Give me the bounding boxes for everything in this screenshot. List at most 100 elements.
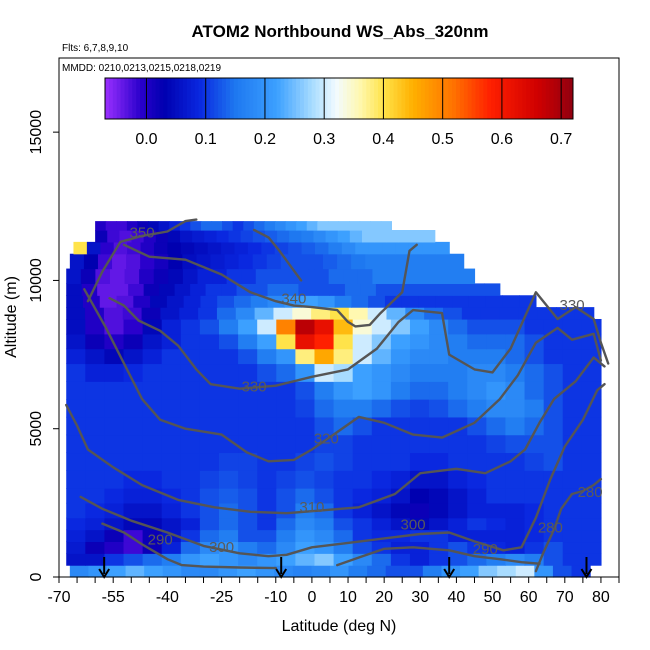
heatmap-cell <box>486 318 507 335</box>
heatmap-cell <box>169 221 181 231</box>
contour-line <box>252 228 303 282</box>
heatmap-cell <box>238 253 254 270</box>
heatmap-cell <box>125 565 145 578</box>
heatmap-cell <box>313 230 327 243</box>
colorbar-segment <box>569 78 574 119</box>
heatmap-cell <box>422 565 443 578</box>
colorbar-segment <box>409 78 414 119</box>
heatmap-cell <box>390 399 411 418</box>
heatmap-cell <box>66 488 86 504</box>
colorbar-segment <box>327 78 332 119</box>
heatmap-cell <box>148 221 160 231</box>
heatmap-cell <box>543 488 564 504</box>
heatmap-cell <box>190 221 202 231</box>
heatmap-cell <box>161 434 182 454</box>
heatmap-cell <box>180 541 201 554</box>
heatmap-cell <box>238 470 258 489</box>
heatmap-cell <box>562 434 583 454</box>
x-tick-label: 80 <box>592 589 610 606</box>
heatmap-cell <box>153 241 168 255</box>
heatmap-cell <box>219 363 239 382</box>
heatmap-cell <box>314 488 335 504</box>
colorbar-segment <box>194 78 200 119</box>
colorbar-segment <box>136 78 141 119</box>
colorbar-segment <box>296 78 301 119</box>
heatmap-cell <box>505 529 526 543</box>
heatmap-cell <box>543 399 564 418</box>
heatmap-cell <box>161 470 182 489</box>
colorbar-segment <box>444 78 449 119</box>
heatmap-cell <box>116 221 128 231</box>
colorbar-segment <box>432 78 437 119</box>
heatmap-cell <box>142 529 163 543</box>
colorbar-segment <box>370 78 375 119</box>
heatmap-cell <box>314 416 335 436</box>
colorbar-segment <box>315 78 320 119</box>
heatmap-cell <box>333 517 354 531</box>
heatmap-cell <box>85 529 106 543</box>
heatmap-cell <box>371 318 392 335</box>
heatmap-cell <box>448 416 468 436</box>
x-axis-label: Latitude (deg N) <box>282 618 397 635</box>
heatmap-cell <box>486 399 507 418</box>
heatmap-cell <box>409 348 430 365</box>
heatmap-cell <box>421 253 437 270</box>
heatmap-cell <box>314 452 335 471</box>
heatmap-cell <box>289 230 302 243</box>
colorbar-segment <box>241 78 246 119</box>
heatmap-cell <box>380 221 392 231</box>
heatmap-cell <box>166 295 185 308</box>
heatmap-cell <box>238 553 258 566</box>
heatmap-cell <box>199 553 220 566</box>
heatmap-cell <box>478 565 498 578</box>
colorbar-segment <box>331 78 336 119</box>
heatmap-cell <box>235 307 256 320</box>
heatmap-cell <box>468 295 487 308</box>
heatmap-cell <box>518 307 538 320</box>
heatmap-cell <box>257 416 277 436</box>
heatmap-cell <box>308 253 324 270</box>
heatmap-cell <box>562 399 583 418</box>
heatmap-cell <box>66 502 86 519</box>
heatmap-cell <box>160 307 180 320</box>
heatmap-cell <box>192 230 205 243</box>
contour-label: 340 <box>281 290 306 307</box>
heatmap-cell <box>367 565 387 578</box>
heatmap-cell <box>123 363 144 382</box>
heatmap-cell <box>543 381 564 400</box>
heatmap-cell <box>329 565 350 578</box>
heatmap-cell <box>352 470 373 489</box>
contour-label: 330 <box>560 297 585 314</box>
heatmap-cell <box>467 348 487 365</box>
colorbar-segment <box>491 78 496 119</box>
heatmap-cell <box>295 416 316 436</box>
heatmap-cell <box>255 268 271 284</box>
heatmap-cell <box>295 488 316 504</box>
heatmap-cell <box>276 363 296 382</box>
heatmap-cell <box>95 221 107 231</box>
colorbar-segment <box>537 78 543 119</box>
heatmap-cell <box>142 416 163 436</box>
heatmap-cell <box>199 333 220 350</box>
heatmap-cell <box>123 348 144 365</box>
heatmap-cell <box>261 241 276 255</box>
heatmap-cell <box>301 241 316 255</box>
heatmap-cell <box>505 470 526 489</box>
heatmap-cell <box>372 268 388 284</box>
colorbar-segment <box>155 78 161 119</box>
heatmap-cell <box>194 241 209 255</box>
heatmap-cell <box>581 452 602 471</box>
heatmap-cell <box>85 517 106 531</box>
heatmap-cell <box>543 363 564 382</box>
heatmap-cell <box>142 452 163 471</box>
heatmap-cell <box>374 230 387 243</box>
heatmap-cell <box>104 470 125 489</box>
heatmap-cell <box>409 416 430 436</box>
heatmap-cell <box>524 541 545 554</box>
colorbar-segment <box>389 78 395 119</box>
heatmap-cell <box>486 488 507 504</box>
heatmap-cell <box>243 221 255 231</box>
heatmap-cell <box>219 553 239 566</box>
heatmap-cell <box>295 529 316 543</box>
heatmap-cell <box>398 230 412 243</box>
